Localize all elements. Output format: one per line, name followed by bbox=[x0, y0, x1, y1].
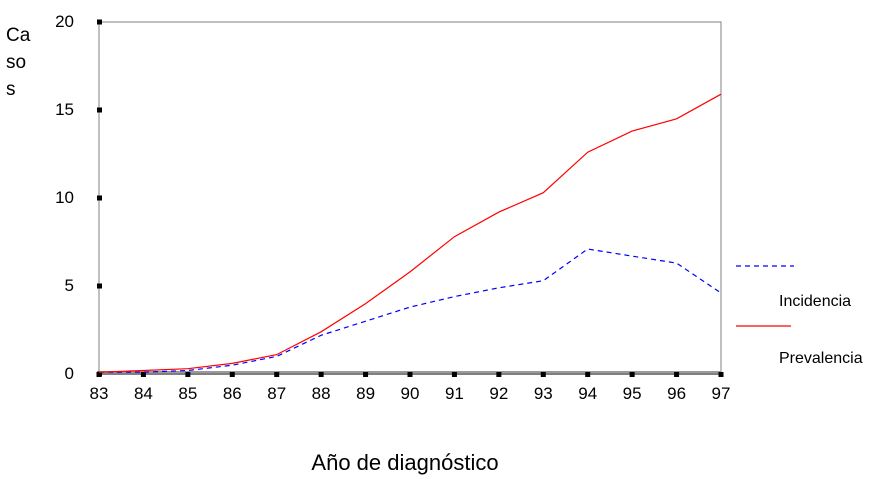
x-tick-mark-96 bbox=[674, 372, 680, 377]
y-axis-ticks: 0 5 10 15 20 bbox=[55, 12, 102, 383]
x-axis-ticks: 83 84 85 86 87 88 89 90 91 92 93 94 95 96 97 bbox=[90, 372, 731, 403]
x-tick-mark-88 bbox=[318, 372, 324, 377]
legend-label-prevalencia: Prevalencia bbox=[779, 350, 863, 367]
legend-label-incidencia: Incidencia bbox=[779, 293, 851, 310]
plot-frame bbox=[98, 21, 722, 375]
x-tick-mark-94 bbox=[585, 372, 591, 377]
x-tick-mark-97 bbox=[718, 372, 724, 377]
x-tick-mark-87 bbox=[274, 372, 280, 377]
x-axis-title: Año de diagnóstico bbox=[311, 450, 498, 475]
x-tick-mark-92 bbox=[496, 372, 502, 377]
x-tick-label-85: 85 bbox=[178, 384, 197, 403]
y-tick-mark-5 bbox=[97, 283, 102, 289]
x-tick-label-88: 88 bbox=[312, 384, 331, 403]
y-tick-label-0: 0 bbox=[65, 364, 74, 383]
y-tick-label-20: 20 bbox=[55, 12, 74, 31]
y-tick-mark-20 bbox=[97, 19, 102, 25]
x-tick-mark-84 bbox=[140, 372, 146, 377]
y-axis-title-line-1: Ca bbox=[6, 25, 31, 46]
series-line-prevalencia bbox=[98, 93, 722, 373]
x-tick-mark-93 bbox=[540, 372, 546, 377]
x-tick-label-95: 95 bbox=[623, 384, 642, 403]
x-tick-mark-90 bbox=[407, 372, 413, 377]
x-tick-label-97: 97 bbox=[712, 384, 731, 403]
y-axis-title-line-3: s bbox=[6, 79, 16, 100]
x-tick-label-91: 91 bbox=[445, 384, 464, 403]
y-tick-label-10: 10 bbox=[55, 188, 74, 207]
x-tick-mark-91 bbox=[451, 372, 457, 377]
x-tick-label-84: 84 bbox=[134, 384, 153, 403]
x-tick-label-86: 86 bbox=[223, 384, 242, 403]
x-tick-label-87: 87 bbox=[267, 384, 286, 403]
x-tick-label-83: 83 bbox=[90, 384, 109, 403]
y-axis-title-line-2: so bbox=[6, 52, 26, 73]
x-tick-mark-83 bbox=[96, 372, 102, 377]
y-tick-label-15: 15 bbox=[55, 100, 74, 119]
series-lines bbox=[98, 93, 722, 373]
y-tick-label-5: 5 bbox=[65, 276, 74, 295]
x-tick-label-93: 93 bbox=[534, 384, 553, 403]
x-tick-label-90: 90 bbox=[401, 384, 420, 403]
x-tick-mark-86 bbox=[229, 372, 235, 377]
x-tick-label-92: 92 bbox=[489, 384, 508, 403]
y-tick-mark-15 bbox=[97, 107, 102, 113]
x-tick-mark-89 bbox=[363, 372, 369, 377]
x-tick-mark-85 bbox=[185, 372, 191, 377]
x-tick-label-96: 96 bbox=[667, 384, 686, 403]
y-tick-mark-10 bbox=[97, 195, 102, 201]
x-tick-mark-95 bbox=[629, 372, 635, 377]
legend: Incidencia Prevalencia bbox=[736, 265, 863, 367]
series-line-incidencia bbox=[99, 248, 722, 373]
x-tick-label-89: 89 bbox=[356, 384, 375, 403]
x-tick-label-94: 94 bbox=[578, 384, 597, 403]
